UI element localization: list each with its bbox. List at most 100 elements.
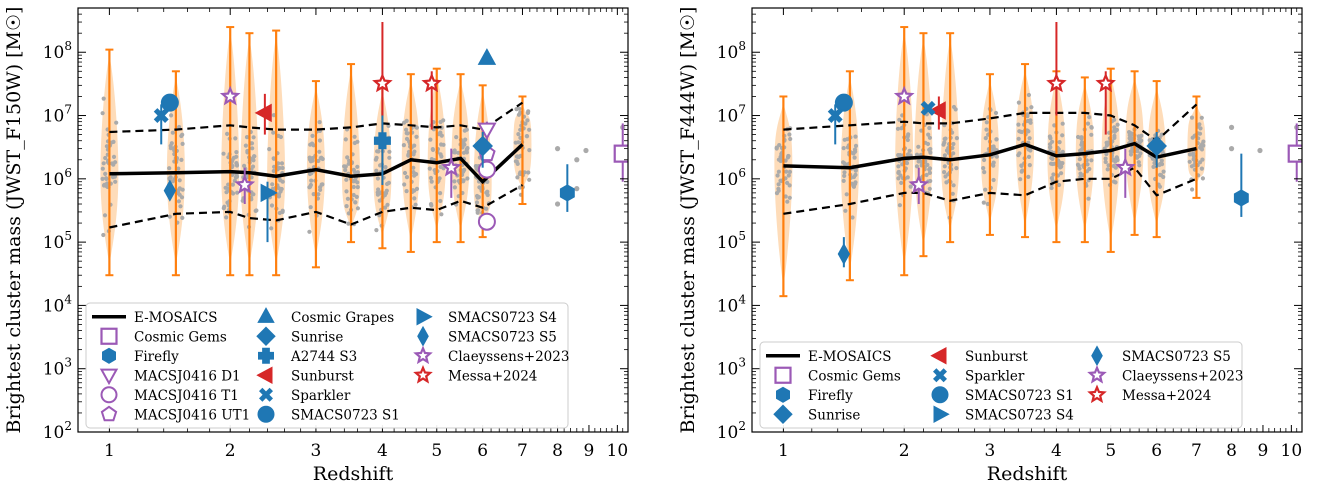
mock-cluster-point xyxy=(1199,166,1204,171)
legend-swatch xyxy=(932,368,948,383)
mock-cluster-point xyxy=(167,166,172,171)
mock-cluster-point xyxy=(1112,125,1117,130)
cosmic-grapes-marker xyxy=(477,48,497,65)
mock-cluster-point xyxy=(167,177,172,182)
mock-cluster-point xyxy=(1191,157,1196,162)
legend-swatch-shape xyxy=(932,368,948,383)
mock-cluster-point xyxy=(1085,162,1090,167)
claeyssens-plus2023-marker xyxy=(893,85,915,106)
legend-swatch xyxy=(413,364,433,384)
mock-cluster-point xyxy=(1028,148,1033,153)
mock-cluster-point xyxy=(404,189,409,194)
mock-cluster-point xyxy=(775,173,780,178)
mock-cluster-point xyxy=(280,208,285,213)
mock-cluster-point xyxy=(1113,165,1118,170)
mock-cluster-point xyxy=(1106,163,1111,168)
legend-swatch xyxy=(930,347,947,365)
mock-cluster-point xyxy=(317,149,322,154)
legend-item-cosmic-grapes: Cosmic Grapes xyxy=(257,307,394,326)
mock-cluster-point xyxy=(375,149,380,154)
mock-cluster-point xyxy=(1201,139,1206,144)
mock-cluster-point xyxy=(1049,185,1054,191)
mock-cluster-point xyxy=(951,183,956,188)
mock-cluster-point xyxy=(437,176,442,181)
mock-cluster-point xyxy=(412,196,417,201)
mock-cluster-point xyxy=(353,177,358,182)
legend-swatch xyxy=(773,404,793,424)
mock-cluster-point xyxy=(1057,182,1062,188)
sunrise-marker xyxy=(472,135,493,157)
mock-cluster-point xyxy=(224,190,229,195)
mock-cluster-point xyxy=(1104,140,1109,145)
mock-cluster-point xyxy=(905,137,910,143)
mock-cluster-point xyxy=(180,215,185,220)
mock-cluster-point xyxy=(271,156,276,161)
mock-cluster-point xyxy=(1060,161,1065,166)
mock-cluster-point xyxy=(842,161,847,166)
legend-label: SMACS0723 S5 xyxy=(448,329,557,345)
mock-cluster-point xyxy=(383,165,388,170)
mock-cluster-point xyxy=(375,176,380,181)
mock-cluster-point xyxy=(1159,158,1164,163)
mock-cluster-point xyxy=(386,180,391,185)
mock-cluster-point xyxy=(993,110,999,116)
x-tick-label: 4 xyxy=(1051,441,1062,461)
mock-cluster-point xyxy=(951,104,957,110)
mock-cluster-point xyxy=(514,107,519,112)
mock-cluster-point xyxy=(516,132,521,137)
mock-cluster-point xyxy=(1077,166,1082,171)
legend-swatch xyxy=(99,368,119,386)
mock-cluster-point xyxy=(385,202,390,207)
mock-cluster-point xyxy=(317,120,322,125)
mock-cluster-point xyxy=(169,141,174,146)
mock-cluster-point xyxy=(942,170,947,175)
mock-cluster-point xyxy=(994,137,999,142)
mock-cluster-point xyxy=(250,146,255,151)
mock-cluster-point xyxy=(1057,140,1062,145)
mock-cluster-point xyxy=(100,166,105,171)
legend-item-claeyssens-plus2023: Claeyssens+2023 xyxy=(413,345,569,365)
legend-item-macsj0416-t1: MACSJ0416 T1 xyxy=(100,386,239,404)
mock-cluster-point xyxy=(1019,163,1024,168)
mock-cluster-point xyxy=(916,159,921,164)
sunrise-marker xyxy=(1146,135,1167,157)
mock-cluster-point xyxy=(1113,180,1118,185)
emosaics-upper-line xyxy=(109,101,524,134)
legend-swatch xyxy=(100,327,118,345)
mock-cluster-point xyxy=(1029,105,1034,110)
mock-cluster-point xyxy=(104,144,109,149)
mock-cluster-point xyxy=(377,198,382,203)
mock-cluster-point xyxy=(516,155,521,160)
mock-cluster-point xyxy=(1027,163,1032,168)
mock-cluster-point xyxy=(352,134,357,139)
mock-cluster-point xyxy=(1047,145,1053,150)
mock-cluster-point xyxy=(250,164,256,169)
legend-item-smacs0723-s5: SMACS0723 S5 xyxy=(417,325,557,347)
smacs0723-s1-marker xyxy=(160,93,179,112)
mock-cluster-point xyxy=(178,204,183,209)
mock-cluster-point xyxy=(774,145,779,150)
mock-cluster-point xyxy=(355,185,360,190)
mock-cluster-point xyxy=(438,191,443,196)
mock-cluster-point xyxy=(1049,155,1054,161)
mock-cluster-point xyxy=(981,166,986,171)
sunburst-marker xyxy=(928,101,946,120)
extra-point xyxy=(1228,124,1235,130)
mock-cluster-point xyxy=(270,182,275,187)
x-tick-label: 5 xyxy=(431,441,442,461)
legend-frame xyxy=(759,341,1243,429)
mock-cluster-point xyxy=(1200,176,1205,181)
a2744-s3-marker xyxy=(373,132,391,150)
mock-cluster-point xyxy=(251,135,256,140)
y-tick-label: 102 xyxy=(43,419,72,443)
mock-cluster-point xyxy=(355,206,360,211)
messa-plus2024-marker xyxy=(421,72,442,93)
legend-swatch xyxy=(774,366,792,384)
legend-label: Messa+2024 xyxy=(1122,388,1211,404)
mock-cluster-point xyxy=(346,161,351,166)
mock-cluster-point xyxy=(307,171,313,177)
messa-plus2024-marker xyxy=(372,72,393,93)
y-tick-label: 104 xyxy=(717,292,747,316)
mock-cluster-point xyxy=(319,182,324,187)
mock-cluster-point xyxy=(233,175,238,180)
